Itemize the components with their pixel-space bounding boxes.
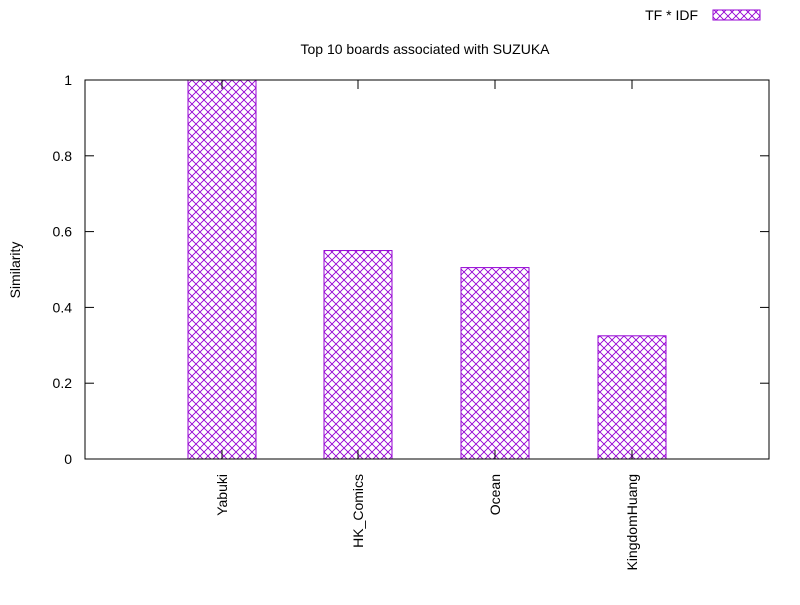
y-axis-label: Similarity xyxy=(7,242,23,299)
y-tick-label: 1 xyxy=(64,72,72,88)
legend: TF * IDF xyxy=(645,7,761,23)
bar-hk_comics xyxy=(323,250,393,460)
y-tick-label: 0.4 xyxy=(53,299,73,315)
y-tick-label: 0 xyxy=(64,451,72,467)
legend-swatch xyxy=(712,9,761,21)
legend-label: TF * IDF xyxy=(645,7,698,23)
bar-yabuki xyxy=(187,79,257,460)
bar-ocean xyxy=(460,267,530,460)
x-tick-label: HK_Comics xyxy=(350,474,366,548)
x-tick-label: KingdomHuang xyxy=(624,474,640,571)
chart-title: Top 10 boards associated with SUZUKA xyxy=(300,41,550,57)
y-tick-label: 0.2 xyxy=(53,375,73,391)
y-tick-label: 0.8 xyxy=(53,148,73,164)
y-tick-label: 0.6 xyxy=(53,224,73,240)
bar-kingdomhuang xyxy=(597,335,667,460)
x-tick-label: Ocean xyxy=(487,474,503,515)
plot-area-frame xyxy=(84,79,770,460)
x-tick-label: Yabuki xyxy=(214,474,230,516)
